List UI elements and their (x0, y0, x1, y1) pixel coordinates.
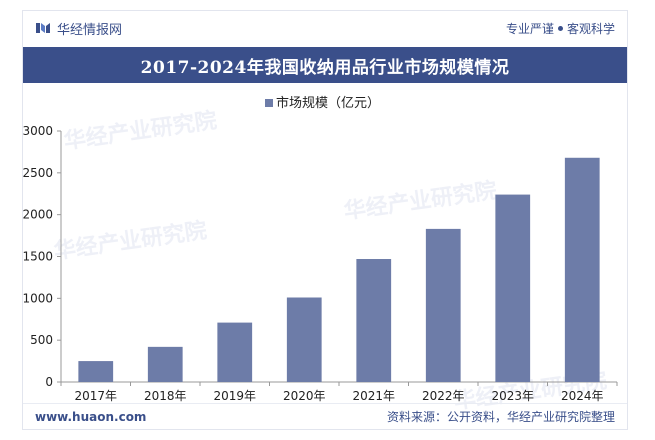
y-tick-label: 2000 (23, 208, 53, 222)
y-tick-label: 3000 (23, 124, 53, 138)
bar-2022年[interactable] (425, 228, 461, 382)
slogan-left: 专业严谨 (505, 21, 554, 36)
brand-name: 华经情报网 (57, 22, 123, 38)
slogan-right: 客观科学 (566, 21, 615, 36)
y-tick-label: 500 (30, 333, 53, 347)
bar-2021年[interactable] (356, 259, 392, 382)
brand-logo-icon (36, 23, 50, 33)
legend-label: 市场规模（亿元） (276, 95, 380, 111)
y-tick-label: 1500 (23, 250, 53, 264)
bar-2019年[interactable] (217, 322, 253, 382)
chart-title: 2017-2024年我国收纳用品行业市场规模情况 (23, 47, 627, 83)
bar-2020年[interactable] (286, 297, 322, 382)
x-tick-label: 2022年 (422, 389, 465, 403)
bars (78, 157, 600, 382)
bar-2024年[interactable] (564, 157, 600, 382)
chart-frame: 华经情报网 专业严谨 客观科学 2017-2024年我国收纳用品行业市场规模情况… (22, 10, 628, 430)
legend: 市场规模（亿元） (265, 95, 380, 111)
bar-2018年[interactable] (147, 346, 183, 382)
footer-site-link[interactable]: www.huaon.com (35, 409, 147, 424)
bar-2023年[interactable] (495, 194, 531, 382)
x-tick-label: 2019年 (213, 389, 256, 403)
y-tick-label: 1000 (23, 291, 53, 305)
slogan: 专业严谨 客观科学 (506, 20, 615, 37)
chart-area: 华经产业研究院 华经产业研究院 华经产业研究院 华经产业研究院 市场规模（亿元）… (23, 83, 629, 415)
y-tick-label: 0 (45, 375, 53, 389)
brand[interactable]: 华经情报网 (35, 19, 122, 38)
footer-source: 资料来源：公开资料，华经产业研究院整理 (386, 410, 615, 424)
x-tick-label: 2023年 (491, 389, 534, 403)
x-tick-label: 2021年 (352, 389, 395, 403)
x-tick-label: 2018年 (144, 389, 187, 403)
x-tick-label: 2024年 (561, 389, 604, 403)
header-bar: 华经情报网 专业严谨 客观科学 (23, 11, 627, 45)
y-tick-label: 2500 (23, 166, 53, 180)
x-tick-label: 2017年 (74, 389, 117, 403)
y-axis: 0 500 1000 1500 2000 2500 3000 (23, 124, 62, 389)
footer: www.huaon.com 资料来源：公开资料，华经产业研究院整理 (23, 403, 627, 429)
x-axis: 2017年 2018年 2019年 2020年 2021年 2022年 2023年 2024年 (60, 381, 618, 403)
legend-swatch (265, 99, 273, 107)
x-tick-label: 2020年 (283, 389, 326, 403)
bar-2017年[interactable] (78, 361, 114, 382)
slogan-dot-icon (557, 25, 563, 31)
